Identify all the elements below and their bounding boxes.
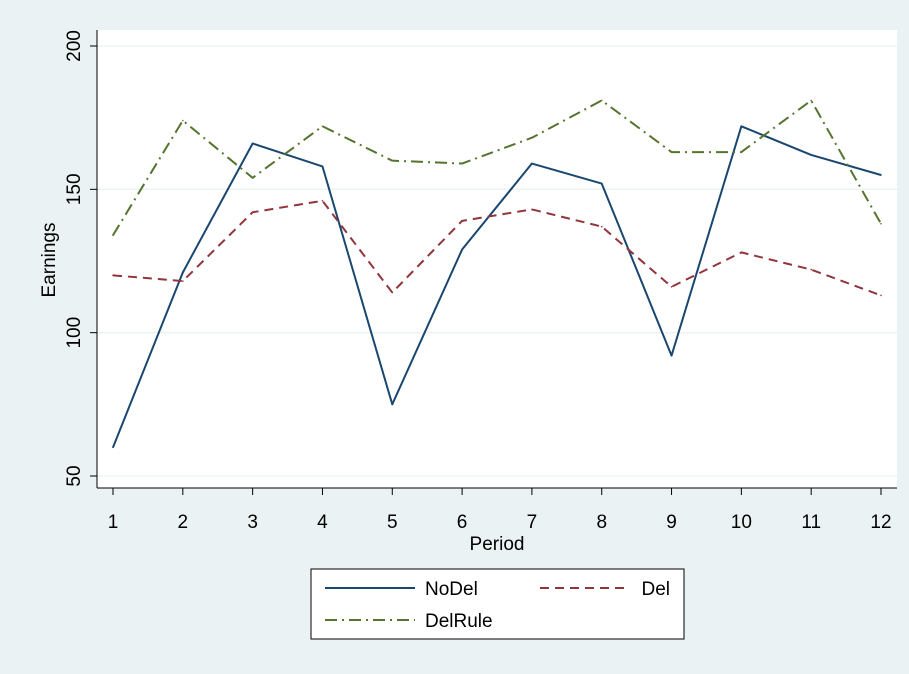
data-point-nodel-5 [391,403,394,406]
legend-label-delrule: DelRule [425,611,493,632]
x-axis-title: Period [470,534,525,555]
x-tick-label: 6 [457,512,468,533]
data-point-del-8 [600,225,603,228]
data-point-nodel-6 [461,248,463,251]
x-tick-label: 8 [596,512,607,533]
data-point-delrule-1 [112,234,114,236]
data-point-del-9 [670,286,673,288]
x-tick-label: 12 [870,512,891,533]
data-point-delrule-6 [461,162,463,165]
y-tick-label: 100 [64,317,85,349]
data-point-delrule-8 [600,99,603,102]
data-point-nodel-10 [740,125,743,128]
legend-label-del: Del [641,579,670,600]
plot-area [97,30,897,488]
data-point-nodel-7 [531,162,533,165]
legend: NoDel Del DelRule [310,568,685,640]
data-point-delrule-7 [531,136,533,139]
grid-layer [97,45,897,477]
x-tick-label: 1 [108,512,119,533]
x-tick-label: 4 [317,512,328,533]
data-point-del-5 [391,291,394,294]
data-point-nodel-8 [600,182,603,185]
data-point-del-12 [880,294,882,297]
data-point-nodel-2 [182,271,184,274]
data-point-delrule-2 [182,119,184,122]
x-tick-label: 2 [178,512,189,533]
y-tick-label: 150 [64,173,85,205]
series-layer [112,99,882,449]
data-point-del-3 [251,211,254,214]
x-tick-label: 7 [527,512,538,533]
data-point-delrule-10 [740,151,743,153]
y-tick-label: 50 [64,465,85,486]
data-point-delrule-9 [670,151,673,153]
legend-label-nodel: NoDel [425,579,478,600]
data-point-nodel-3 [251,142,254,145]
series-line-delrule [112,99,882,236]
data-point-nodel-4 [321,165,324,168]
data-point-nodel-12 [880,174,882,176]
x-tick-label: 3 [247,512,258,533]
data-point-del-10 [740,251,743,254]
data-point-del-6 [461,220,463,222]
data-point-nodel-1 [112,446,114,449]
data-point-del-1 [112,274,114,277]
data-point-del-7 [531,208,533,211]
data-point-delrule-4 [321,125,324,128]
data-point-del-11 [810,268,812,271]
data-point-nodel-11 [810,154,812,156]
data-point-delrule-5 [391,159,394,162]
series-line-nodel [112,125,882,448]
x-tick-label: 10 [731,512,752,533]
data-point-delrule-12 [880,222,882,225]
data-point-nodel-9 [670,354,673,357]
data-point-delrule-11 [810,99,812,102]
series-line-del [112,199,882,297]
x-tick-label: 5 [387,512,398,533]
x-tick-label: 9 [666,512,677,533]
x-tick-label: 11 [801,512,821,533]
data-point-del-2 [182,280,184,282]
legend-box [310,568,685,640]
data-point-del-4 [321,200,324,202]
data-point-delrule-3 [251,177,254,179]
y-axis-title: Earnings [39,223,60,298]
y-tick-label: 200 [64,30,85,62]
